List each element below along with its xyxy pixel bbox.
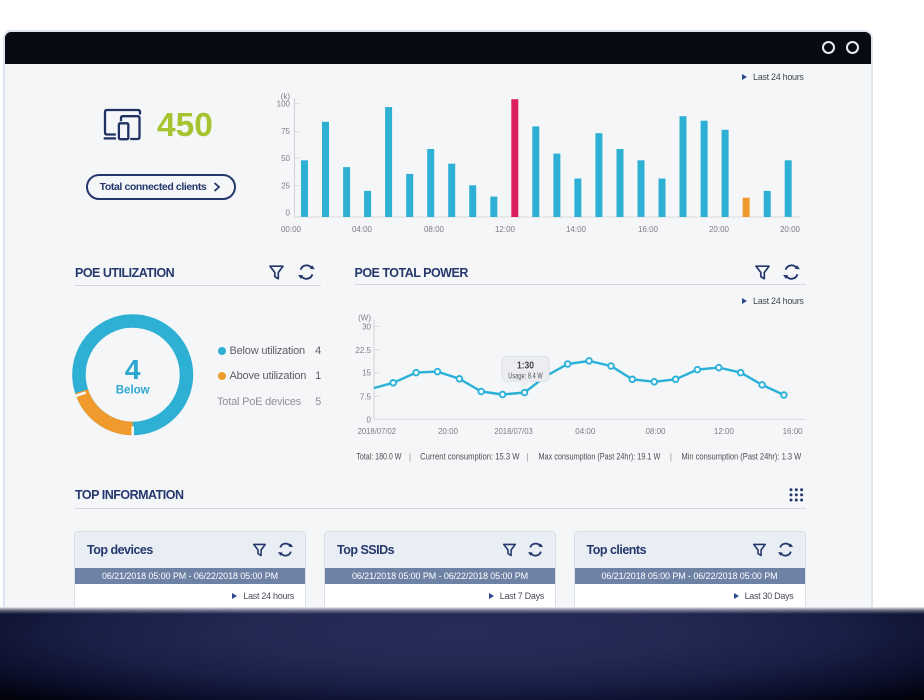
svg-text:100: 100 <box>277 100 291 109</box>
svg-text:(W): (W) <box>358 314 371 323</box>
svg-text:00:00: 00:00 <box>281 225 302 234</box>
svg-text:Min consumption (Past 24hr): 1: Min consumption (Past 24hr): 1.3 W <box>682 452 802 462</box>
svg-text:2018/07/02: 2018/07/02 <box>358 427 397 436</box>
svg-text:04:00: 04:00 <box>352 225 373 234</box>
svg-text:|: | <box>409 452 411 462</box>
svg-text:12:00: 12:00 <box>714 427 735 436</box>
svg-text:|: | <box>527 452 529 462</box>
svg-text:20:00: 20:00 <box>438 427 459 436</box>
svg-text:20:00: 20:00 <box>709 225 730 234</box>
svg-text:30: 30 <box>362 322 371 331</box>
svg-text:04:00: 04:00 <box>575 427 596 436</box>
svg-text:Max consumption (Past 24hr): 1: Max consumption (Past 24hr): 19.1 W <box>539 452 661 462</box>
svg-text:Current consumption: 15.3 W: Current consumption: 15.3 W <box>420 452 520 462</box>
svg-text:4: 4 <box>125 354 141 385</box>
svg-text:7.5: 7.5 <box>360 393 372 402</box>
svg-text:(k): (k) <box>281 92 291 101</box>
svg-text:Total: 180.0 W: Total: 180.0 W <box>356 452 401 462</box>
svg-text:16:00: 16:00 <box>783 427 804 436</box>
svg-text:25: 25 <box>281 182 290 191</box>
svg-text:2018/07/03: 2018/07/03 <box>494 427 533 436</box>
svg-text:Usage: 8.4 W: Usage: 8.4 W <box>508 372 543 381</box>
svg-text:1:30: 1:30 <box>517 361 534 372</box>
svg-text:08:00: 08:00 <box>424 225 445 234</box>
svg-text:08:00: 08:00 <box>645 427 666 436</box>
svg-text:75: 75 <box>281 127 290 136</box>
svg-text:0: 0 <box>367 415 372 424</box>
svg-text:14:00: 14:00 <box>566 225 587 234</box>
svg-text:|: | <box>670 452 672 462</box>
svg-text:22.5: 22.5 <box>355 346 371 355</box>
svg-text:50: 50 <box>281 154 290 163</box>
svg-text:16:00: 16:00 <box>638 225 659 234</box>
svg-text:20:00: 20:00 <box>780 225 801 234</box>
svg-text:0: 0 <box>286 209 291 218</box>
svg-text:15: 15 <box>362 369 371 378</box>
svg-text:Below: Below <box>116 385 150 397</box>
svg-text:12:00: 12:00 <box>495 225 516 234</box>
